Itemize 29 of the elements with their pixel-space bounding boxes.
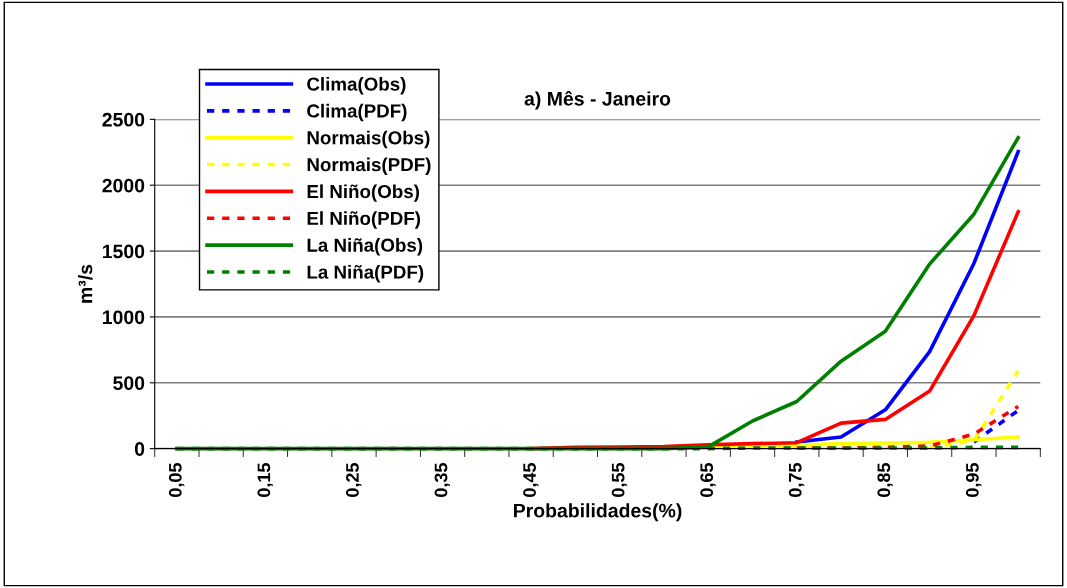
legend-label: Clima(PDF): [307, 103, 407, 122]
x-tick-label: 0,05: [168, 463, 185, 497]
legend-label: El Niño(PDF): [307, 211, 421, 229]
y-tick-label: 500: [113, 376, 145, 391]
y-axis-title: m³/s: [78, 264, 93, 303]
chart-title: a) Mês - Janeiro: [524, 90, 671, 110]
y-tick-label: 2500: [102, 112, 145, 127]
x-tick-label: 0,95: [965, 463, 982, 497]
x-tick-label: 0,45: [523, 463, 539, 497]
x-tick-label: 0,15: [257, 463, 273, 497]
legend-label: La Niña(Obs): [307, 238, 423, 256]
y-tick-label: 2000: [102, 178, 145, 193]
legend-label: La Niña(PDF): [307, 264, 424, 283]
x-tick-label: 0,35: [434, 463, 450, 497]
x-tick-label: 0,75: [788, 463, 805, 497]
y-tick-label: 1000: [102, 310, 145, 325]
legend-label: Normais(PDF): [307, 157, 431, 176]
legend-label: Normais(Obs): [307, 130, 430, 149]
x-axis-title: Probabilidades(%): [514, 503, 682, 522]
x-tick-label: 0,85: [877, 463, 893, 497]
y-tick-label: 1500: [102, 244, 145, 259]
line-series: [794, 149, 1020, 444]
x-tick-label: 0,55: [611, 463, 628, 497]
legend-label: El Niño(Obs): [307, 184, 419, 202]
y-tick-label: 0: [134, 442, 145, 456]
x-tick-label: 0,25: [346, 463, 362, 497]
legend-label: Clima(Obs): [307, 76, 406, 95]
line-series: [794, 404, 1020, 450]
x-tick-label: 0,65: [700, 463, 716, 497]
